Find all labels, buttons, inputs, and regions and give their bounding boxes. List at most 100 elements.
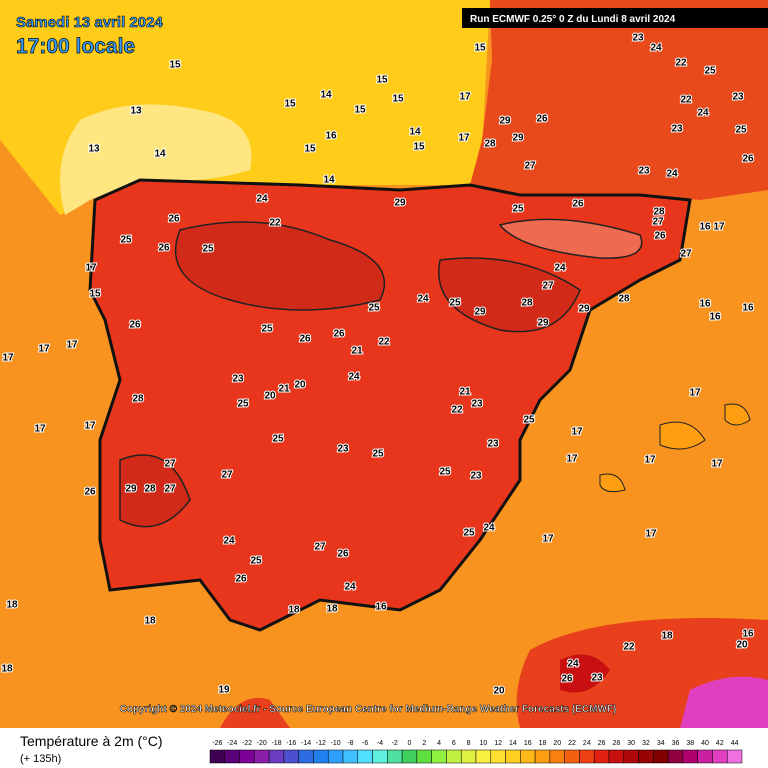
- temp-label: 17: [542, 534, 554, 545]
- colorbar-tick-label: 38: [686, 740, 694, 747]
- temp-label: 29: [537, 318, 549, 329]
- temp-label: 14: [323, 175, 335, 186]
- temp-label: 16: [709, 312, 721, 323]
- colorbar-swatch: [475, 749, 492, 764]
- temp-label: 27: [221, 470, 233, 481]
- colorbar-tick-label: 22: [568, 740, 576, 747]
- colorbar-tick-label: 2: [422, 740, 426, 747]
- temp-label: 25: [272, 434, 284, 445]
- colorbar-swatch: [697, 749, 713, 764]
- temp-label: 26: [742, 154, 754, 165]
- temp-label: 21: [278, 384, 290, 395]
- temp-label: 16: [742, 303, 754, 314]
- colorbar: -26 -24 -22 -20 -18 -16 -14 -12 -10 -8 -6 -4 -2 0 2 4 6 8…: [209, 740, 743, 764]
- temp-label: 16: [742, 629, 754, 640]
- temp-label: 25: [449, 298, 461, 309]
- temp-label: 17: [644, 455, 656, 466]
- temp-label: 23: [638, 166, 650, 177]
- temp-label: 25: [368, 303, 380, 314]
- temp-label: 17: [566, 454, 578, 465]
- colorbar-tick-label: -18: [271, 740, 281, 747]
- colorbar-tick-label: 8: [467, 740, 471, 747]
- colorbar-tick-label: -16: [286, 740, 296, 747]
- temp-label: 25: [237, 399, 249, 410]
- colorbar-tick-label: 26: [598, 740, 606, 747]
- temp-label: 26: [572, 199, 584, 210]
- temp-label: 23: [632, 33, 644, 44]
- temp-label: 20: [493, 686, 505, 697]
- temp-label: 17: [571, 427, 583, 438]
- temp-label: 24: [666, 169, 678, 180]
- temp-label: 24: [483, 523, 495, 534]
- temp-label: 27: [164, 484, 176, 495]
- temp-label: 24: [348, 372, 360, 383]
- temp-label: 17: [713, 222, 725, 233]
- colorbar-swatch: [520, 749, 536, 764]
- temp-label: 29: [512, 133, 524, 144]
- colorbar-swatch: [239, 749, 255, 764]
- colorbar-tick-label: -12: [316, 740, 326, 747]
- temp-label: 29: [474, 307, 486, 318]
- temp-label: 28: [618, 294, 630, 305]
- france-red: [470, 0, 768, 200]
- temp-label: 22: [680, 95, 692, 106]
- temp-label: 26: [654, 231, 666, 242]
- colorbar-tick-label: 32: [642, 740, 650, 747]
- temp-label: 24: [417, 294, 429, 305]
- temp-label: 27: [314, 542, 326, 553]
- temp-label: 14: [409, 127, 421, 138]
- colorbar-swatch: [372, 749, 388, 764]
- colorbar-swatch: [460, 749, 477, 764]
- colorbar-swatch: [313, 749, 329, 764]
- temp-label: 26: [84, 487, 96, 498]
- forecast-date: Samedi 13 avril 2024: [16, 14, 163, 31]
- colorbar-tick-label: 6: [452, 740, 456, 747]
- colorbar-swatch: [254, 749, 270, 764]
- colorbar-tick-label: 20: [553, 740, 561, 747]
- temp-label: 18: [1, 664, 13, 675]
- temp-label: 25: [250, 556, 262, 567]
- colorbar-tick-label: -10: [331, 740, 341, 747]
- temp-label: 17: [66, 340, 78, 351]
- temp-label: 16: [699, 222, 711, 233]
- temp-label: 18: [144, 616, 156, 627]
- colorbar-swatch: [712, 749, 728, 764]
- temp-label: 15: [376, 75, 388, 86]
- pyrenees: [498, 218, 643, 259]
- temp-label: 15: [169, 60, 181, 71]
- run-info: Run ECMWF 0.25° 0 Z du Lundi 8 avril 202…: [470, 14, 676, 25]
- temp-label: 26: [158, 243, 170, 254]
- colorbar-swatch: [608, 749, 625, 764]
- temp-label: 28: [484, 139, 496, 150]
- temp-label: 23: [487, 439, 499, 450]
- temp-label: 27: [680, 249, 692, 260]
- temp-label: 21: [459, 387, 471, 398]
- temp-label: 18: [6, 600, 18, 611]
- temp-label: 24: [650, 43, 662, 54]
- temp-label: 28: [653, 207, 665, 218]
- colorbar-tick-label: 14: [509, 740, 517, 747]
- temp-label: 25: [439, 467, 451, 478]
- temp-label: 25: [120, 235, 132, 246]
- colorbar-swatch: [564, 749, 580, 764]
- temp-label: 24: [697, 108, 709, 119]
- africa-magenta: [680, 676, 768, 728]
- colorbar-tick-label: -4: [377, 740, 383, 747]
- legend-title: Température à 2m (°C): [20, 733, 163, 749]
- temp-label: 26: [337, 549, 349, 560]
- temp-label: 25: [735, 125, 747, 136]
- temp-label: 24: [567, 659, 579, 670]
- temp-label: 13: [130, 106, 142, 117]
- temp-label: 26: [129, 320, 141, 331]
- colorbar-swatch: [283, 749, 299, 764]
- temp-label: 27: [542, 281, 554, 292]
- temp-label: 28: [144, 484, 156, 495]
- islands: [599, 403, 751, 493]
- temp-label: 23: [591, 673, 603, 684]
- colorbar-swatch: [431, 749, 447, 764]
- colorbar-tick-label: -6: [362, 740, 368, 747]
- temp-label: 26: [235, 574, 247, 585]
- temp-label: 23: [337, 444, 349, 455]
